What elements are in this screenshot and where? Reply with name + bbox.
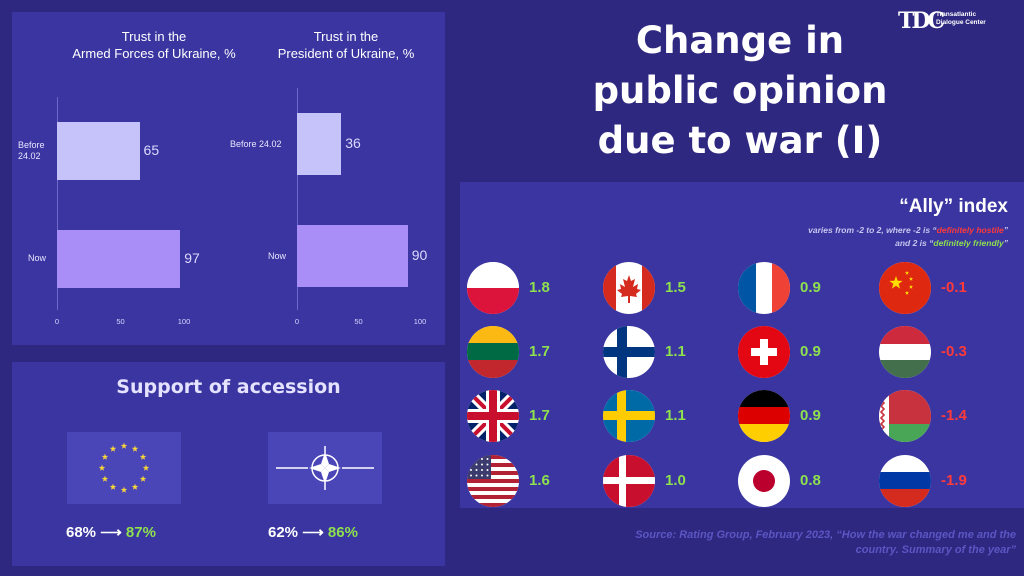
lithuania-flag-icon (467, 326, 519, 378)
hungary-flag-icon (879, 326, 931, 378)
bar-before (57, 122, 140, 180)
ally-index-value: 0.8 (800, 472, 821, 489)
bar-value-label: 90 (411, 247, 428, 263)
x-tick-label: 50 (354, 317, 363, 326)
x-tick-label: 0 (54, 317, 60, 326)
bar-now (57, 230, 181, 288)
ally-index-value: -0.3 (941, 343, 967, 360)
logo: TDC Transatlantic Dialogue Center (898, 6, 1018, 34)
arrow-icon: ⟶ (100, 524, 122, 541)
poland-flag-icon (467, 262, 519, 314)
ally-index-description-2: and 2 is “definitely friendly” (895, 238, 1008, 248)
nato-support-change: 62% ⟶ 86% (268, 523, 358, 541)
germany-flag-icon (738, 390, 790, 442)
russia-flag-icon (879, 455, 931, 507)
switzerland-flag-icon (738, 326, 790, 378)
logo-text: Transatlantic Dialogue Center (936, 11, 986, 26)
eu-support-change: 68% ⟶ 87% (66, 523, 156, 541)
category-label-now: Now (268, 251, 287, 261)
source-note: Source: Rating Group, February 2023, “Ho… (635, 529, 1016, 556)
denmark-flag-icon (603, 455, 655, 507)
bar-now (297, 225, 408, 287)
y-axis-line (57, 97, 58, 310)
ally-index-value: 0.9 (800, 279, 821, 296)
ally-index-value: 0.9 (800, 407, 821, 424)
china-flag-icon (879, 262, 931, 314)
x-tick-label: 0 (294, 317, 300, 326)
ally-index-value: -0.1 (941, 279, 967, 296)
ally-index-value: 1.0 (665, 472, 686, 489)
category-label-before: Before 24.02 (18, 140, 45, 161)
x-tick-label: 100 (413, 317, 427, 326)
bar-value-label: 65 (143, 142, 160, 158)
ally-index-value: 1.1 (665, 343, 686, 360)
eu-flag-icon (67, 432, 181, 504)
sweden-flag-icon (603, 390, 655, 442)
ally-index-value: 0.9 (800, 343, 821, 360)
bar-value-label: 97 (184, 250, 200, 266)
support-to: 87% (125, 524, 156, 541)
arrow-icon: ⟶ (302, 524, 324, 541)
japan-flag-icon (738, 455, 790, 507)
page-title: Change in public opinion due to war (I) (592, 19, 888, 162)
france-flag-icon (738, 262, 790, 314)
usa-flag-icon (467, 455, 519, 507)
category-label-before: Before 24.02 (230, 139, 282, 149)
category-label-now: Now (28, 253, 47, 263)
logo-mark: TDC (898, 8, 945, 34)
y-axis-line (297, 88, 298, 310)
ally-index-description-1: varies from -2 to 2, where -2 is “defini… (808, 225, 1008, 235)
support-to: 86% (327, 524, 358, 541)
support-from: 68% (66, 524, 97, 541)
ally-index-value: 1.1 (665, 407, 686, 424)
chart-title-president: Trust in the President of Ukraine, % (277, 29, 415, 61)
nato-flag-icon (268, 432, 382, 504)
uk-flag-icon (467, 390, 519, 442)
support-from: 62% (268, 524, 299, 541)
canada-flag-icon (603, 262, 655, 314)
finland-flag-icon (603, 326, 655, 378)
ally-index-value: -1.4 (941, 407, 967, 424)
belarus-flag-icon (879, 390, 931, 442)
ally-index-value: 1.6 (529, 472, 550, 489)
ally-index-value: 1.5 (665, 279, 686, 296)
ally-index-value: -1.9 (941, 472, 967, 489)
support-title: Support of accession (116, 376, 341, 398)
chart-title-armed-forces: Trust in the Armed Forces of Ukraine, % (72, 29, 236, 61)
x-tick-label: 100 (177, 317, 191, 326)
ally-index-value: 1.8 (529, 279, 550, 296)
bar-before (297, 113, 342, 175)
bar-value-label: 36 (345, 135, 361, 151)
ally-index-value: 1.7 (529, 343, 550, 360)
x-tick-label: 50 (116, 317, 125, 326)
ally-index-value: 1.7 (529, 407, 550, 424)
ally-index-title: “Ally” index (899, 196, 1008, 217)
